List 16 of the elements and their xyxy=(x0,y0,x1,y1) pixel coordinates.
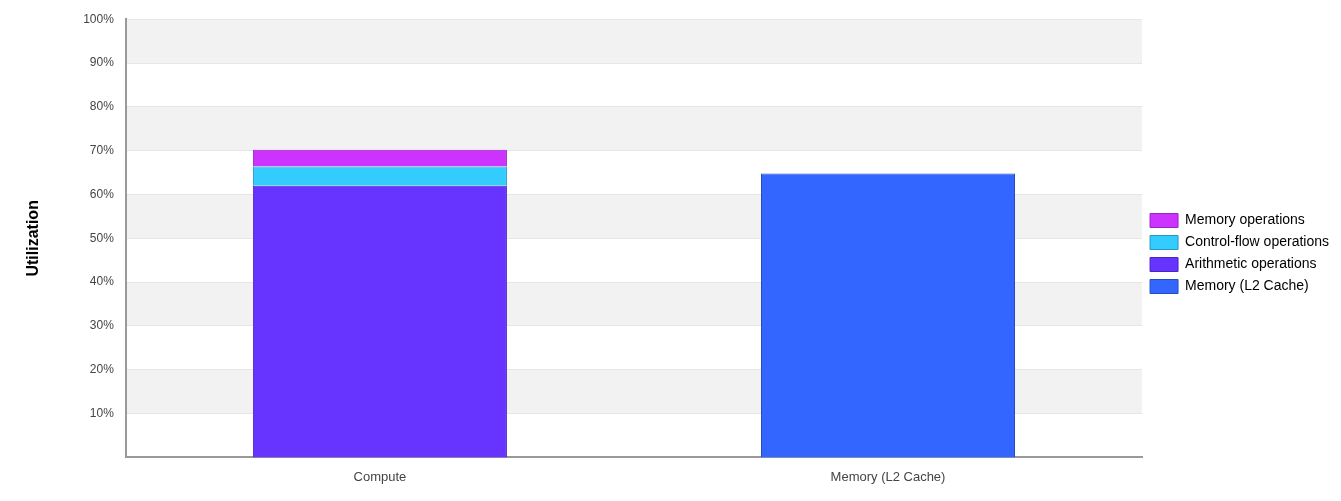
y-axis-title: Utilization xyxy=(24,200,42,277)
y-tick-label: 100% xyxy=(83,11,115,26)
y-tick-label: 80% xyxy=(89,99,115,114)
y-tick-label: 50% xyxy=(89,230,115,245)
legend-label: Memory operations xyxy=(1185,211,1305,228)
legend-label: Arithmetic operations xyxy=(1185,255,1317,272)
y-tick-label: 90% xyxy=(89,55,115,70)
y-tick-label: 40% xyxy=(89,274,115,289)
legend-label: Memory (L2 Cache) xyxy=(1185,277,1309,294)
y-tick-label: 70% xyxy=(89,142,115,157)
y-tick-label: 60% xyxy=(89,186,115,201)
legend-label: Control-flow operations xyxy=(1185,233,1330,250)
y-tick-label: 30% xyxy=(89,318,115,333)
y-tick-label: 10% xyxy=(89,405,115,420)
x-tick-label: Compute xyxy=(353,468,407,484)
y-tick-label: 20% xyxy=(89,362,115,377)
